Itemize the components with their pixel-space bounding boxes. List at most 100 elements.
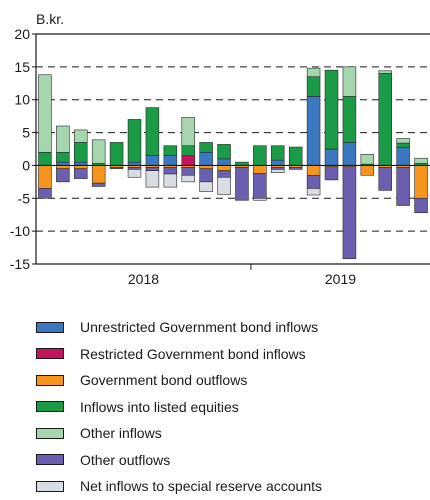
bar-segment-series-4 <box>145 107 160 156</box>
y-tick-label: 0 <box>22 157 30 173</box>
bar-segment-series-6 <box>56 168 70 183</box>
legend-item: Unrestricted Government bond inflows <box>36 314 416 341</box>
bar-segment-series-6 <box>378 167 392 191</box>
bar-segment-series-4 <box>56 151 70 163</box>
bar-segment-series-7 <box>199 181 213 193</box>
legend-item: Other inflows <box>36 420 416 447</box>
bar-segment-series-6 <box>342 166 357 260</box>
bar-segment-series-7 <box>145 170 160 188</box>
bar-segment-series-5 <box>360 153 375 165</box>
bar-segment-series-3 <box>38 165 52 189</box>
bar-segment-series-4 <box>217 144 231 160</box>
bar-segment-series-1 <box>324 148 339 166</box>
bar-segment-series-6 <box>306 174 321 189</box>
bar-segment-series-6 <box>414 197 428 214</box>
bar-segment-series-7 <box>127 169 142 178</box>
legend-swatch <box>36 348 64 360</box>
legend-label: Government bond outflows <box>80 372 248 389</box>
bar-segment-series-6 <box>217 170 231 178</box>
bars <box>38 66 428 260</box>
bar-segment-series-5 <box>306 67 321 78</box>
y-tick-label: -10 <box>10 223 30 239</box>
legend-swatch <box>36 401 64 413</box>
bar-segment-series-6 <box>396 167 410 206</box>
bar-segment-series-4 <box>342 96 357 143</box>
bar-segment-series-3 <box>360 165 375 176</box>
legend-label: Unrestricted Government bond inflows <box>80 319 319 336</box>
legend-item: Inflows into listed equities <box>36 394 416 421</box>
bar-segment-series-4 <box>74 142 88 163</box>
bar-segment-series-5 <box>342 66 357 97</box>
bar-segment-series-4 <box>109 142 124 166</box>
legend-item: Government bond outflows <box>36 367 416 394</box>
bar-segment-series-4 <box>38 151 52 166</box>
bar-segment-series-1 <box>396 147 410 166</box>
legend-swatch <box>36 321 64 333</box>
bar-segment-series-4 <box>199 142 213 153</box>
bar-segment-series-6 <box>163 167 178 175</box>
bar-segment-series-5 <box>74 129 88 143</box>
legend-label: Other outflows <box>80 451 171 468</box>
x-group-label: 2018 <box>128 271 159 287</box>
bar-segment-series-1 <box>271 159 285 166</box>
bar-segment-series-1 <box>342 142 357 166</box>
bar-segment-series-6 <box>74 168 88 179</box>
x-group-label: 2019 <box>325 271 356 287</box>
bar-segment-series-4 <box>396 142 410 148</box>
bar-segment-series-1 <box>163 155 178 166</box>
y-tick-label: -5 <box>18 190 31 206</box>
bar-segment-series-5 <box>396 138 410 144</box>
bar-segment-series-3 <box>253 165 267 174</box>
bar-segment-series-4 <box>288 146 303 166</box>
bar-segment-series-6 <box>91 182 106 187</box>
bar-segment-series-3 <box>217 165 231 171</box>
bar-segment-series-1 <box>145 155 160 166</box>
bar-segment-series-6 <box>145 167 160 171</box>
bar-segment-series-6 <box>181 167 195 176</box>
bar-segment-series-7 <box>306 188 321 196</box>
legend-swatch <box>36 374 64 386</box>
bar-segment-series-6 <box>199 168 213 183</box>
bar-segment-series-3 <box>306 165 321 176</box>
bar-segment-series-4 <box>181 145 195 156</box>
bar-segment-series-4 <box>378 73 392 166</box>
chart: 20 15 10 5 0 -5 -10 -15 2018 2019 B.kr. <box>10 11 430 287</box>
bar-segment-series-5 <box>91 139 106 164</box>
bar-segment-series-7 <box>181 174 195 183</box>
bar-segment-series-4 <box>163 145 178 156</box>
y-tick-label: 5 <box>22 125 30 141</box>
y-axis-unit-label: B.kr. <box>36 11 64 27</box>
legend-label: Restricted Government bond inflows <box>80 345 306 362</box>
bar-segment-series-1 <box>217 158 231 166</box>
bar-segment-series-6 <box>109 167 124 170</box>
legend-swatch <box>36 480 64 492</box>
bar-segment-series-5 <box>378 70 392 74</box>
bar-segment-series-6 <box>324 166 339 181</box>
bar-segment-series-2 <box>181 155 195 166</box>
bar-segment-series-5 <box>414 157 428 164</box>
legend-item: Net inflows to special reserve accounts <box>36 473 416 500</box>
legend-swatch <box>36 454 64 466</box>
bar-segment-series-1 <box>199 151 213 166</box>
legend-label: Net inflows to special reserve accounts <box>80 478 322 495</box>
legend: Unrestricted Government bond inflows Rest… <box>36 314 416 500</box>
bar-segment-series-6 <box>253 173 267 199</box>
bar-segment-series-3 <box>414 165 428 199</box>
bar-segment-series-3 <box>91 165 106 184</box>
bar-segment-series-5 <box>56 125 70 153</box>
y-tick-label: 20 <box>14 26 30 42</box>
bar-segment-series-6 <box>38 188 52 199</box>
bar-segment-series-4 <box>306 76 321 97</box>
bar-segment-series-5 <box>38 74 52 153</box>
bar-segment-series-6 <box>288 167 303 170</box>
bar-segment-series-7 <box>253 197 267 201</box>
legend-swatch <box>36 427 64 439</box>
y-tick-label: -15 <box>10 256 30 272</box>
bar-segment-series-4 <box>271 145 285 161</box>
legend-label: Inflows into listed equities <box>80 398 239 415</box>
bar-segment-series-4 <box>127 119 142 163</box>
bar-segment-series-6 <box>235 167 249 201</box>
bar-segment-series-5 <box>181 117 195 147</box>
y-tick-label: 15 <box>14 59 30 75</box>
bar-segment-series-7 <box>217 176 231 195</box>
